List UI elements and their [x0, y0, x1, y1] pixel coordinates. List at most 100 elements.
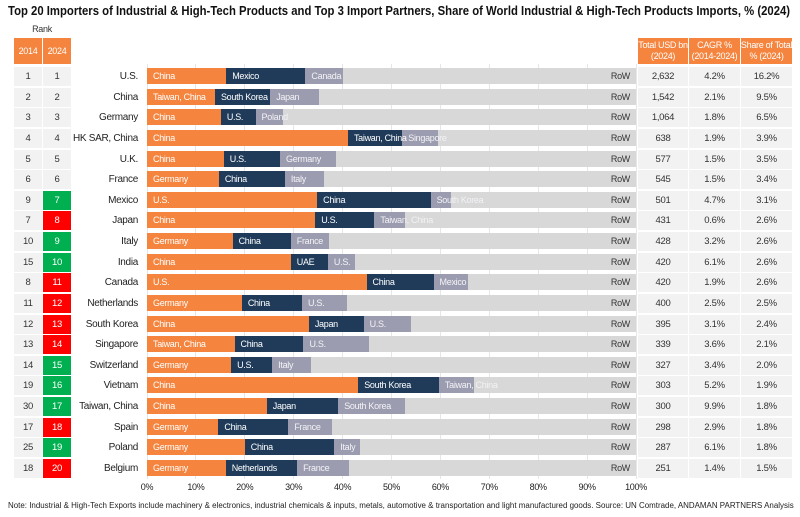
share-cell: 2.6% [741, 273, 792, 293]
row-label: RoW [610, 297, 630, 308]
rank-label: Rank [32, 24, 52, 34]
bar-segment-partner-3: U.S. [303, 336, 369, 353]
rank-2014-cell: 18 [14, 458, 42, 478]
total-usd-cell: 303 [638, 376, 688, 396]
x-tick-label: 30% [285, 482, 303, 492]
bar-segment-label: U.S. [153, 194, 170, 205]
rank-2024-cell: 5 [43, 149, 71, 169]
bar-segment-label: Singapore [408, 132, 447, 143]
country-label: Italy [121, 236, 138, 248]
bar-segment-label: U.S. [226, 112, 244, 123]
bar-segment-partner-2: U.S. [220, 109, 256, 126]
bar-segment-label: Germany [153, 359, 188, 370]
rank-2024-cell: 2 [43, 87, 71, 107]
bar-segment-partner-3: Canada [305, 68, 343, 84]
total-usd-cell: 501 [638, 190, 688, 210]
bar-segment-partner-1: Germany [147, 356, 232, 373]
bar-segment-label: China [224, 174, 247, 185]
rank-2024-cell: 4 [43, 128, 71, 148]
country-label: Canada [104, 277, 139, 289]
rank-2014-cell: 1 [14, 67, 42, 86]
share-cell: 1.5% [741, 458, 792, 478]
cagr-cell: 1.5% [689, 149, 740, 169]
share-cell: 2.4% [741, 314, 792, 334]
total-usd-cell: 400 [638, 293, 688, 313]
bar-segment-label: China [153, 318, 176, 329]
total-usd-header: Total USD bn (2024) [638, 38, 688, 64]
x-tick-label: 40% [334, 482, 352, 492]
bar-segment-label: Mexico [232, 71, 259, 81]
bar-segment-label: South Korea [436, 194, 484, 205]
rank-2014-cell: 7 [14, 211, 42, 231]
bar-segment-label: Mexico [439, 277, 467, 288]
cagr-cell: 3.4% [689, 355, 740, 375]
share-cell: 2.1% [741, 335, 792, 355]
bar-segment-partner-1: U.S. [147, 191, 318, 208]
bar-segment-partner-1: China [147, 150, 224, 167]
bar-segment-label: Japan [276, 91, 300, 102]
share-cell: 3.9% [741, 128, 792, 148]
rank-2014-cell: 13 [14, 335, 42, 355]
bar-segment-label: China [153, 71, 176, 81]
rank-2024-cell: 18 [43, 417, 71, 437]
bar-segment-partner-3: U.S. [327, 253, 355, 270]
cagr-cell: 2.9% [689, 417, 740, 437]
bar-segment-partner-1: China [147, 109, 221, 126]
bar-segment-partner-1: Taiwan, China [147, 336, 235, 353]
bar-segment-partner-2: South Korea [358, 377, 439, 394]
rank-2014-cell: 15 [14, 252, 42, 272]
bar-segment-partner-1: China [147, 212, 316, 229]
x-tick-label: 60% [431, 482, 449, 492]
rank-2014-header: 2014 [14, 38, 42, 64]
bar-segment-partner-2: China [232, 233, 291, 250]
total-usd-cell: 1,064 [638, 108, 688, 128]
share-cell: 16.2% [741, 67, 792, 86]
rank-2014-cell: 3 [14, 108, 42, 128]
bar-segment-partner-2: China [366, 274, 434, 291]
bar-segment-partner-1: China [147, 315, 309, 332]
gridline [146, 64, 148, 479]
cagr-cell: 1.4% [689, 458, 740, 478]
country-label: HK SAR, China [72, 132, 138, 144]
row-label: RoW [610, 318, 630, 329]
total-usd-cell: 287 [638, 438, 688, 458]
row-label: RoW [610, 112, 630, 123]
total-usd-cell: 545 [638, 170, 688, 190]
cagr-cell: 4.2% [689, 67, 740, 86]
share-cell: 3.4% [741, 170, 792, 190]
rank-2014-cell: 30 [14, 397, 42, 417]
bar-segment-label: South Korea [220, 91, 268, 102]
bar-segment-label: China [153, 401, 176, 412]
row-label: RoW [610, 421, 630, 432]
bar-segment-partner-2: U.S. [315, 212, 375, 229]
share-cell: 2.5% [741, 293, 792, 313]
bar-segment-partner-3: Italy [334, 439, 361, 456]
total-usd-cell: 2,632 [638, 67, 688, 86]
gridline [488, 64, 490, 479]
share-cell: 2.0% [741, 355, 792, 375]
cagr-cell: 1.9% [689, 273, 740, 293]
total-usd-cell: 428 [638, 232, 688, 252]
bar-segment-label: U.S. [321, 215, 338, 226]
bar-segment-label: Taiwan, China [153, 91, 206, 102]
country-label: Mexico [108, 194, 138, 206]
country-label: South Korea [85, 318, 139, 330]
rank-2014-cell: 6 [14, 170, 42, 190]
x-tick-label: 50% [382, 482, 401, 492]
bar-segment-partner-2: China [241, 294, 302, 311]
row-label: RoW [610, 277, 630, 288]
bar-segment-label: Italy [340, 442, 356, 453]
bar-segment-label: U.S. [229, 153, 247, 164]
gridline [195, 64, 197, 479]
bar-segment-partner-1: China [147, 377, 359, 394]
total-usd-cell: 339 [638, 335, 688, 355]
row-label: RoW [610, 359, 630, 370]
gridline [635, 64, 637, 479]
bar-segment-label: China [153, 256, 176, 267]
bar-segment-label: Germany [153, 462, 188, 473]
bar-segment-partner-2: China [218, 418, 289, 435]
share-cell: 1.8% [741, 438, 792, 458]
bar-segment-partner-3: South Korea [338, 398, 406, 415]
share-cell: 9.5% [741, 87, 792, 107]
bar-segment-partner-1: Germany [147, 459, 226, 476]
